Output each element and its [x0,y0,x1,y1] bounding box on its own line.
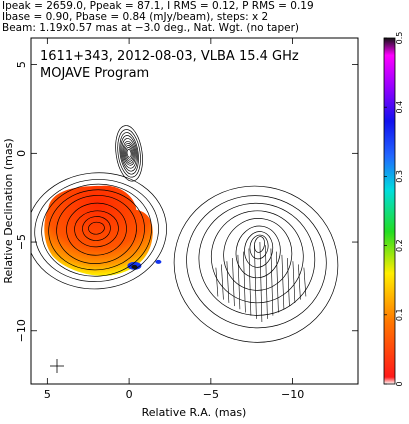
header-line-peak: Ipeak = 2659.0, Ppeak = 87.1, I RMS = 0.… [2,0,314,12]
southern-contour [41,183,152,277]
map-title: 1611+343, 2012-08-03, VLBA 15.4 GHz [40,49,299,64]
polarization-vector [265,245,268,319]
polarization-region [44,185,153,276]
western-contour [249,234,269,260]
polarization-vector [221,264,224,300]
polarization-vector [226,261,230,303]
western-contour [253,236,265,253]
polarization-vector [276,251,279,313]
core-contour [126,149,132,158]
x-tick-label: 5 [44,388,51,401]
x-tick-label: −10 [281,388,304,401]
core-contour [121,138,137,169]
core-contour [120,135,138,172]
colorbar-tick-label: 0 [395,381,404,386]
polarization-vector [248,248,252,316]
y-axis-label: Relative Declination (mas) [2,138,15,283]
colorbar-tick-label: 0.4 [395,101,404,114]
western-contour [244,231,274,268]
colorbar-tick-label: 0.5 [395,32,404,45]
western-contour [173,185,339,343]
polarization-vector [287,258,290,307]
southern-contour [56,195,137,264]
polarization-vector [254,245,257,319]
core-contour [119,132,139,175]
southern-contour [82,216,111,241]
western-contour [198,202,316,316]
colorbar [383,37,396,385]
polarization-vector [259,242,263,323]
colorbar-tick-label: 0.3 [395,170,404,183]
x-tick-label: 0 [126,388,133,401]
y-tick-label: 5 [15,61,28,68]
polarization-vector [270,248,274,316]
axis-ticks: 5 0 −5 −10 5 0 −5 −10 [15,38,358,401]
polarization-vector [281,254,285,310]
polarization-vector [298,264,301,300]
y-tick-label: −5 [15,234,28,250]
southern-contour [74,210,119,248]
polarization-peak-dark [131,264,138,269]
x-axis-label: Relative R.A. (mas) [142,406,247,419]
southern-contour [34,179,159,282]
header-line-beam: Beam: 1.19x0.57 mas at −3.0 deg., Nat. W… [2,22,300,34]
map-subtitle: MOJAVE Program [40,66,149,81]
western-contour [210,210,304,304]
colorbar-tick-label: 0.2 [395,239,404,252]
southern-contour [88,221,105,235]
y-tick-label: −10 [15,319,28,342]
map-layer [31,125,339,373]
polarization-vector [237,254,241,310]
western-contour [235,225,281,279]
southern-contour [66,202,127,256]
plot-frame [30,37,359,385]
western-contour [223,218,293,291]
core-contour [117,129,141,178]
colorbar-ticks: 0 0.1 0.2 0.3 0.4 0.5 [384,32,404,387]
polarization-vector [303,267,307,297]
polarization-spot [155,259,162,264]
header-line-base: Ibase = 0.90, Pbase = 0.84 (mJy/beam), s… [2,11,269,23]
x-tick-label: −5 [203,388,219,401]
core-contour [122,141,136,166]
southern-contour [48,189,145,271]
southern-contour [31,172,167,290]
core-contour [125,147,133,160]
y-tick-label: 0 [15,150,28,157]
colorbar-tick-label: 0.1 [395,308,404,321]
polarization-vector [243,251,246,313]
polarization-vector [232,258,235,307]
polarization-vector [292,261,296,303]
polarization-vector [215,267,219,297]
core-contour [123,143,135,164]
core-contour [115,125,143,182]
core-contour [124,145,134,162]
western-contour [186,195,327,329]
